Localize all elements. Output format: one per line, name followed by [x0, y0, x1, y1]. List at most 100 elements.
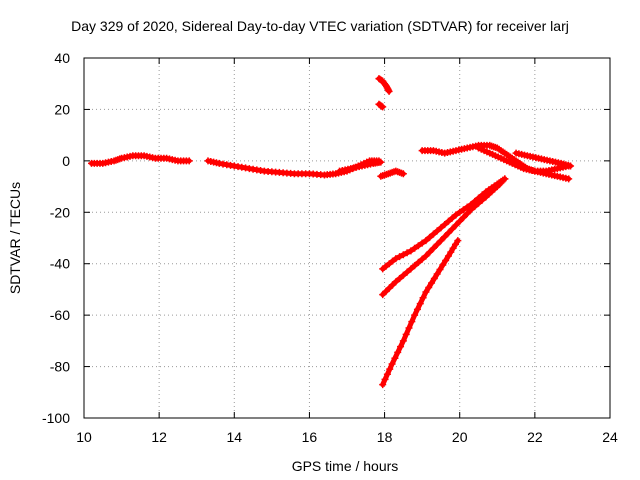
- data-point: [377, 158, 385, 166]
- data-point: [441, 233, 449, 241]
- data-point: [501, 175, 509, 183]
- y-axis-label: SDTVAR / TECUs: [7, 182, 23, 294]
- y-tick-label: 40: [54, 50, 70, 66]
- data-point: [433, 240, 441, 248]
- data-point: [463, 210, 471, 218]
- data-points: [88, 75, 575, 389]
- series-track-evening-2: [475, 144, 573, 183]
- data-point: [399, 170, 407, 178]
- data-point: [405, 324, 413, 332]
- data-point: [442, 257, 450, 264]
- data-point: [429, 230, 437, 238]
- data-point: [478, 196, 486, 204]
- data-point: [414, 258, 422, 266]
- data-point: [448, 214, 456, 222]
- data-point: [430, 275, 438, 282]
- data-point: [565, 175, 573, 183]
- data-point: [385, 284, 393, 292]
- data-point: [467, 206, 475, 214]
- data-point: [397, 343, 405, 351]
- x-tick-label: 14: [226, 429, 242, 445]
- data-point: [411, 262, 419, 270]
- series-track-short-dip: [375, 100, 387, 111]
- grid-lines: [84, 58, 610, 418]
- y-tick-label: -100: [42, 410, 70, 426]
- axis-ticks: 10 12 14 16 18 20 22 24 -100 -80 -60 -40 -20 0 20 40: [42, 50, 618, 445]
- y-tick-label: -60: [50, 307, 70, 323]
- x-tick-label: 12: [151, 429, 167, 445]
- data-point: [422, 237, 430, 245]
- data-point: [391, 354, 399, 362]
- data-point: [414, 242, 422, 250]
- data-point: [447, 248, 455, 256]
- data-point: [456, 208, 464, 216]
- data-point: [437, 224, 445, 232]
- series-track-rising-3: [379, 237, 462, 389]
- data-point: [444, 252, 452, 260]
- data-point: [433, 270, 441, 278]
- y-tick-label: 0: [62, 153, 70, 169]
- data-point: [379, 291, 387, 299]
- data-point: [399, 251, 407, 259]
- y-tick-label: -20: [50, 204, 70, 220]
- x-tick-label: 22: [527, 429, 543, 445]
- series-track-late-afternoon-band: [335, 158, 385, 175]
- chart-title: Day 329 of 2020, Sidereal Day-to-day VTE…: [71, 18, 569, 34]
- data-point: [419, 294, 427, 302]
- x-tick-label: 16: [302, 429, 318, 445]
- data-point: [407, 247, 415, 255]
- data-point: [402, 330, 410, 338]
- data-point: [394, 348, 402, 356]
- data-point: [452, 221, 460, 229]
- data-point: [436, 266, 444, 273]
- data-point: [392, 255, 400, 263]
- x-axis-label: GPS time / hours: [292, 458, 399, 474]
- data-point: [471, 203, 479, 210]
- data-point: [383, 370, 391, 378]
- data-point: [403, 268, 411, 276]
- data-point: [439, 261, 447, 269]
- data-point: [411, 311, 419, 319]
- data-point: [475, 199, 482, 207]
- data-point: [385, 87, 393, 95]
- data-point: [456, 217, 464, 225]
- y-tick-label: 20: [54, 101, 70, 117]
- x-tick-label: 18: [377, 429, 393, 445]
- data-point: [422, 288, 430, 296]
- series-track-rising-1: [379, 175, 509, 273]
- data-point: [441, 221, 449, 228]
- data-point: [185, 157, 193, 165]
- data-point: [452, 211, 460, 219]
- data-point: [389, 281, 397, 289]
- data-point: [449, 244, 457, 252]
- data-point: [392, 278, 400, 286]
- series-track-rising-2: [379, 175, 509, 299]
- data-point: [408, 318, 416, 326]
- x-tick-label: 10: [76, 429, 92, 445]
- data-point: [399, 271, 407, 279]
- data-point: [459, 213, 467, 221]
- plot-frame: [83, 57, 611, 419]
- data-point: [381, 375, 389, 383]
- data-point: [428, 279, 436, 287]
- data-point: [448, 225, 456, 233]
- data-point: [386, 365, 394, 373]
- data-point: [382, 287, 390, 295]
- data-point: [437, 237, 445, 245]
- data-point: [426, 233, 434, 241]
- data-point: [399, 337, 407, 345]
- data-point: [451, 240, 459, 248]
- series-track-high-arc: [375, 75, 393, 95]
- x-tick-label: 24: [602, 429, 618, 445]
- data-point: [444, 229, 452, 237]
- data-point: [411, 244, 419, 252]
- data-point: [444, 217, 452, 225]
- series-track-evening-3: [512, 149, 575, 170]
- data-point: [396, 275, 404, 282]
- data-point: [388, 360, 396, 368]
- data-point: [429, 244, 437, 252]
- data-point: [454, 237, 462, 245]
- data-point: [407, 265, 415, 273]
- data-point: [459, 206, 467, 214]
